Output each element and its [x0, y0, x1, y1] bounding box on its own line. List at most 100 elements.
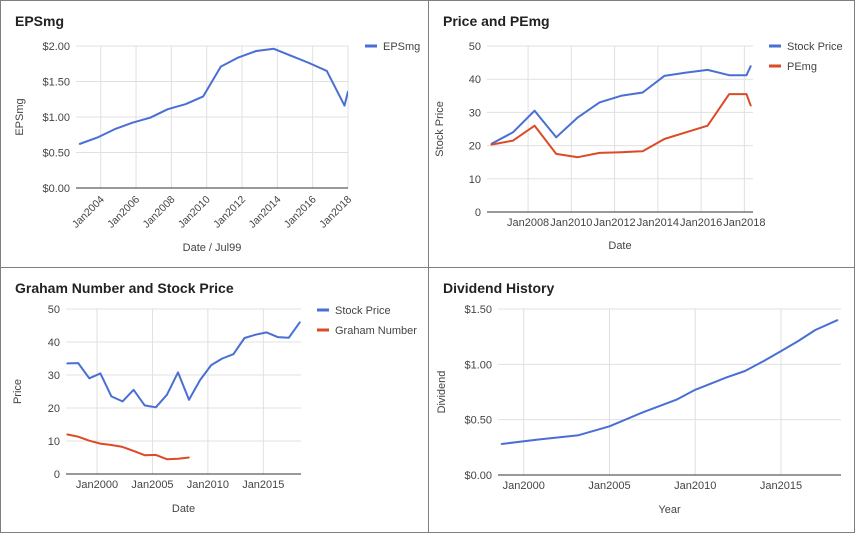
data-point: [536, 438, 539, 441]
x-tick-label: Jan2008: [141, 194, 178, 231]
data-point: [188, 456, 190, 459]
chart-svg: $0.00 $0.50 $1.00 $1.50 Jan2000 Jan2005 Jan201…: [436, 304, 841, 516]
x-tick-label: Jan2010: [176, 194, 213, 231]
data-point: [663, 75, 666, 77]
y-tick-label: $1.00: [464, 359, 492, 371]
data-point: [237, 56, 240, 59]
data-point: [77, 435, 79, 438]
data-point: [763, 360, 765, 362]
x-tick-label: Jan2004: [70, 194, 107, 231]
y-tick-label: 50: [469, 41, 481, 53]
data-point: [210, 364, 213, 366]
y-axis-title: Stock Price: [434, 101, 446, 157]
y-axis-title: EPSmg: [14, 98, 26, 135]
x-tick-label: Jan2005: [131, 479, 173, 491]
series-line: [66, 433, 190, 461]
data-point: [814, 329, 817, 331]
y-tick-label: 10: [469, 174, 481, 186]
legend-label: Stock Price: [335, 305, 391, 317]
data-point: [121, 400, 124, 403]
data-point: [745, 93, 748, 95]
data-point: [308, 62, 310, 64]
data-point: [149, 116, 151, 119]
y-tick-label: $1.50: [464, 304, 492, 316]
x-axis-title: Date: [172, 503, 195, 515]
data-point: [167, 108, 169, 110]
data-point: [706, 69, 709, 71]
x-tick-label: Jan2005: [588, 480, 630, 492]
data-point: [620, 151, 622, 154]
y-tick-label: 20: [48, 403, 60, 415]
x-tick-label: Jan2014: [637, 217, 679, 229]
data-point: [265, 331, 268, 334]
data-point: [143, 404, 146, 407]
legend-label: EPSmg: [383, 41, 420, 53]
data-point: [177, 458, 179, 460]
data-point: [154, 454, 157, 456]
x-axis-title: Date: [608, 240, 631, 252]
data-point: [199, 379, 201, 381]
y-tick-label: 30: [469, 107, 481, 119]
data-point: [220, 65, 222, 68]
y-tick-label: $2.00: [42, 41, 70, 53]
legend-label: Stock Price: [787, 41, 843, 53]
data-point: [184, 103, 187, 106]
data-point: [685, 71, 687, 74]
data-point: [143, 454, 146, 456]
series-line: [490, 65, 752, 145]
data-point: [744, 370, 746, 372]
y-tick-label: 0: [475, 207, 481, 219]
data-point: [598, 152, 601, 154]
data-point: [114, 128, 116, 130]
data-point: [188, 398, 190, 401]
y-tick-label: 40: [469, 74, 481, 86]
data-point: [728, 74, 731, 77]
data-point: [675, 398, 678, 401]
data-point: [202, 95, 204, 98]
data-point: [750, 104, 752, 107]
data-point: [166, 458, 168, 460]
chart-svg: 0 10 20 30 40 50 Jan2000 Jan2005 Jan2010 Jan2015 D…: [12, 304, 417, 515]
data-point: [533, 124, 536, 127]
data-point: [512, 139, 514, 142]
data-point: [66, 362, 68, 365]
data-point: [512, 131, 514, 134]
y-tick-label: $0.00: [464, 470, 492, 482]
data-point: [598, 101, 601, 104]
chart-title: Dividend History: [443, 280, 555, 296]
data-point: [694, 388, 697, 391]
y-axis-title: Dividend: [436, 371, 448, 414]
data-point: [797, 340, 799, 342]
x-tick-label: Jan2010: [674, 480, 716, 492]
x-tick-label: Jan2006: [105, 194, 142, 231]
data-point: [221, 357, 224, 360]
x-tick-label: Jan2015: [242, 479, 284, 491]
x-tick-label: Jan2010: [187, 479, 229, 491]
data-point: [343, 104, 346, 107]
data-point: [276, 336, 279, 338]
data-point: [166, 394, 168, 396]
x-axis-title: Date / Jul99: [183, 242, 242, 254]
data-point: [490, 143, 493, 146]
data-point: [836, 319, 839, 321]
chart-title: Graham Number and Stock Price: [15, 280, 234, 296]
data-point: [555, 136, 558, 139]
data-point: [555, 153, 558, 155]
x-tick-label: Jan2018: [723, 217, 765, 229]
data-point: [88, 377, 91, 380]
data-point: [745, 74, 748, 77]
data-point: [685, 131, 687, 134]
data-point: [121, 446, 124, 448]
chart-title: Price and PEmg: [443, 13, 550, 29]
data-point: [131, 121, 134, 124]
data-point: [577, 434, 580, 436]
data-point: [110, 395, 113, 398]
data-point: [154, 406, 157, 409]
data-point: [273, 48, 275, 50]
data-point: [725, 376, 727, 379]
x-tick-label: Jan2000: [503, 480, 545, 492]
chart-panel-dividend-history: Dividend History $0.00 $0.50 $1.00 $1.50 Jan…: [428, 267, 855, 533]
x-tick-label: Jan2012: [593, 217, 635, 229]
data-point: [663, 138, 666, 140]
